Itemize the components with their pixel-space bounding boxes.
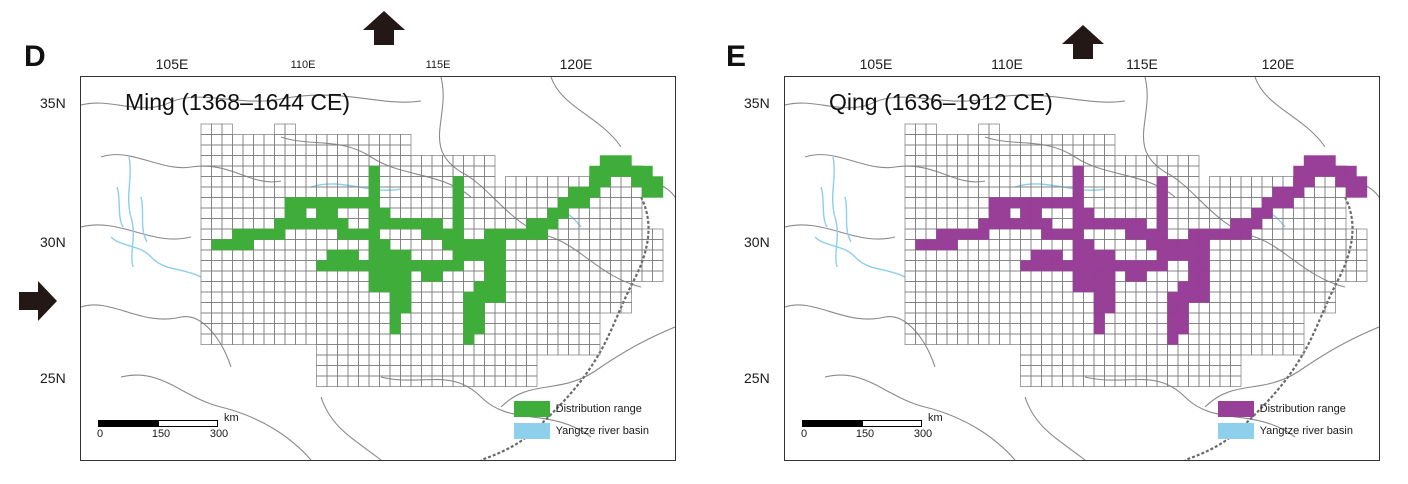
dynasty-title: Qing (1636–1912 CE) <box>829 89 1053 115</box>
panel-e: E 105E 110E 115E 120E 35N 30N 25N Qing (… <box>704 0 1408 484</box>
lat-tick-35n: 35N <box>40 95 66 111</box>
north-arrow-icon <box>363 11 405 45</box>
lon-tick-115e: 115E <box>425 59 451 71</box>
scale-tick: 150 <box>151 428 171 440</box>
scale-tick: 0 <box>96 428 104 440</box>
lon-tick-115e: 115E <box>1126 56 1158 72</box>
lat-tick-35n: 35N <box>744 95 770 111</box>
legend-basin-label: Yangtze river basin <box>1259 425 1353 437</box>
map-canvas <box>81 77 675 460</box>
lon-tick-105e: 105E <box>859 56 893 72</box>
panel-letter: D <box>24 40 46 73</box>
lat-tick-25n: 25N <box>744 370 770 386</box>
legend-basin-label: Yangtze river basin <box>555 425 649 437</box>
basin-swatch <box>1217 423 1254 439</box>
scale-tick: 0 <box>800 428 808 440</box>
scale-bar <box>802 420 922 427</box>
lon-tick-105e: 105E <box>155 56 189 72</box>
legend-distribution-label: Distribution range <box>1259 403 1346 415</box>
legend-basin: Yangtze river basin <box>513 420 649 442</box>
scale-bar <box>98 420 218 427</box>
map-canvas <box>785 77 1379 460</box>
legend-basin: Yangtze river basin <box>1217 420 1353 442</box>
scale-tick: 300 <box>913 428 933 440</box>
map-area: Ming (1368–1644 CE) km 0 150 300 Distrib… <box>80 76 676 461</box>
lat-tick-25n: 25N <box>40 370 66 386</box>
map-legend: Distribution range Yangtze river basin <box>513 398 649 442</box>
legend-distribution: Distribution range <box>1217 398 1353 420</box>
scale-unit: km <box>928 412 943 424</box>
legend-distribution: Distribution range <box>513 398 649 420</box>
scale-unit: km <box>224 412 239 424</box>
north-arrow-icon <box>1062 25 1104 59</box>
scale-tick: 300 <box>209 428 229 440</box>
lat-tick-30n: 30N <box>40 234 66 250</box>
lat-tick-30n: 30N <box>744 234 770 250</box>
map-area: Qing (1636–1912 CE) km 0 150 300 Distrib… <box>784 76 1380 461</box>
panel-d: D 105E 110E 115E 120E 35N 30N 25N Ming (… <box>19 11 676 461</box>
legend-distribution-label: Distribution range <box>555 403 642 415</box>
basin-swatch <box>513 423 550 439</box>
lon-tick-110e: 110E <box>991 56 1023 72</box>
lon-tick-120e: 120E <box>559 56 593 72</box>
lon-tick-120e: 120E <box>1261 56 1295 72</box>
scale-tick: 150 <box>855 428 875 440</box>
panel-letter: E <box>726 40 747 73</box>
dynasty-title: Ming (1368–1644 CE) <box>125 89 351 115</box>
map-legend: Distribution range Yangtze river basin <box>1217 398 1353 442</box>
distribution-swatch <box>1217 401 1254 417</box>
east-arrow-icon <box>19 281 57 321</box>
lon-tick-110e: 110E <box>290 59 316 71</box>
distribution-swatch <box>513 401 550 417</box>
